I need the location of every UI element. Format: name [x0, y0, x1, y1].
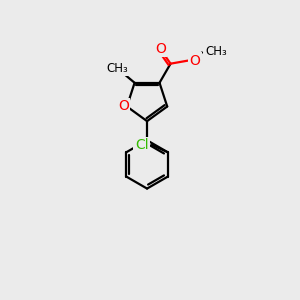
Text: Cl: Cl [135, 138, 148, 152]
Text: O: O [155, 42, 166, 56]
Text: CH₃: CH₃ [205, 45, 227, 58]
Text: O: O [118, 100, 129, 113]
Text: O: O [189, 54, 200, 68]
Text: CH₃: CH₃ [106, 61, 128, 75]
